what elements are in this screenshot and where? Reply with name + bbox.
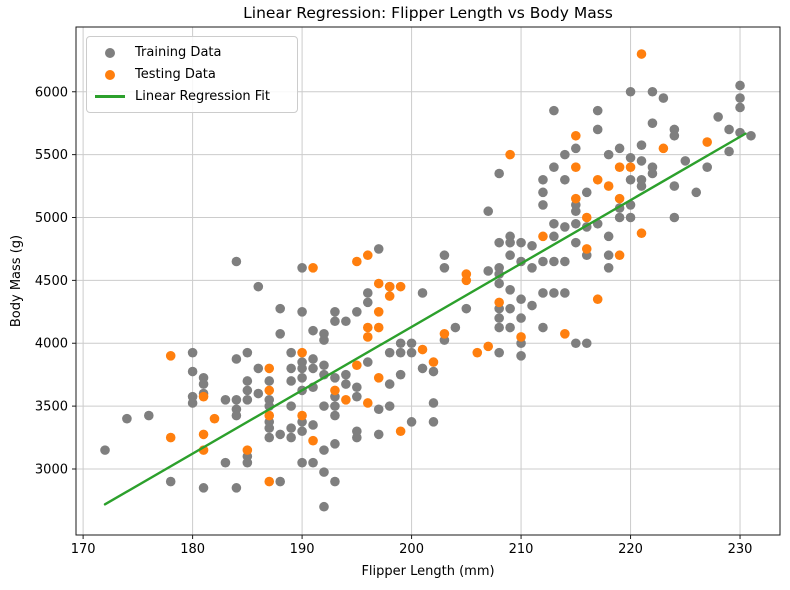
legend: Training Data Testing Data Linear Regres…: [86, 36, 298, 113]
svg-text:5000: 5000: [35, 211, 68, 226]
x-axis-label: Flipper Length (mm): [361, 564, 494, 579]
svg-text:4000: 4000: [35, 337, 68, 352]
training-dot-icon: [95, 47, 125, 58]
svg-text:230: 230: [728, 542, 753, 557]
legend-label-training: Training Data: [135, 45, 222, 60]
svg-text:220: 220: [618, 542, 643, 557]
legend-item-fit: Linear Regression Fit: [95, 88, 287, 105]
svg-text:170: 170: [71, 542, 96, 557]
legend-label-testing: Testing Data: [135, 67, 216, 82]
svg-text:190: 190: [290, 542, 315, 557]
axes-spines: [75, 26, 781, 536]
svg-text:4500: 4500: [35, 274, 68, 289]
chart-title: Linear Regression: Flipper Length vs Bod…: [243, 4, 613, 22]
svg-text:200: 200: [399, 542, 424, 557]
svg-text:5500: 5500: [35, 148, 68, 163]
legend-item-training: Training Data: [95, 44, 287, 61]
legend-item-testing: Testing Data: [95, 66, 287, 83]
legend-label-fit: Linear Regression Fit: [135, 89, 271, 104]
regression-fit-line: [103, 132, 747, 506]
svg-text:180: 180: [180, 542, 205, 557]
svg-text:3500: 3500: [35, 400, 68, 415]
axis-ticks: 170 180 190 200 210 220 230 3000 3500 4000 4500 500…: [35, 85, 753, 557]
svg-text:3000: 3000: [35, 462, 68, 477]
testing-data-points: [165, 49, 712, 487]
fit-line-icon: [95, 95, 125, 98]
svg-text:6000: 6000: [35, 85, 68, 100]
testing-dot-icon: [95, 69, 125, 80]
y-axis-label: Body Mass (g): [9, 235, 24, 327]
svg-text:210: 210: [509, 542, 534, 557]
